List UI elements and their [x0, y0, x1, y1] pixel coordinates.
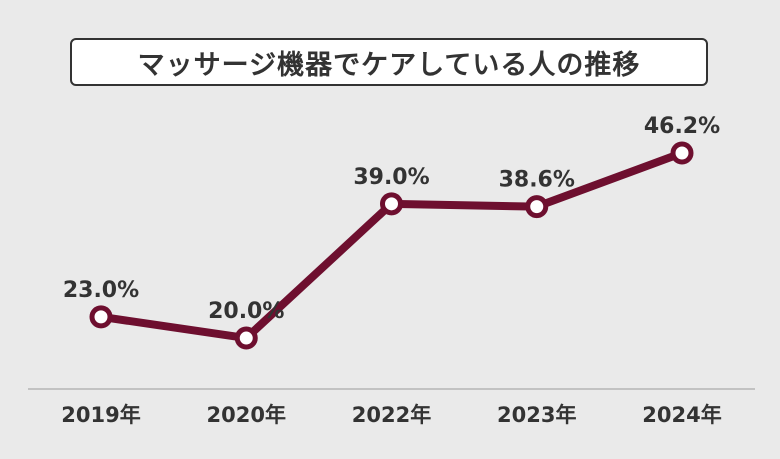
data-point-2	[234, 326, 258, 350]
chart-title: マッサージ機器でケアしている人の推移	[70, 38, 708, 86]
x-tick-label-1: 2019年	[61, 403, 140, 427]
data-point-4	[525, 195, 549, 219]
data-label-5: 46.2%	[644, 114, 720, 139]
data-point-1	[89, 305, 113, 329]
x-tick-labels: 2019年 2020年 2022年 2023年 2024年	[61, 403, 721, 427]
markers	[89, 141, 694, 350]
data-label-2: 20.0%	[208, 299, 284, 324]
x-tick-label-3: 2022年	[352, 403, 431, 427]
data-label-1: 23.0%	[63, 278, 139, 303]
data-label-3: 39.0%	[353, 165, 429, 190]
x-tick-label-4: 2023年	[497, 403, 576, 427]
data-labels: 23.0% 20.0% 39.0% 38.6% 46.2%	[63, 114, 720, 324]
data-point-3	[380, 192, 403, 216]
data-point-5	[670, 141, 694, 165]
data-label-4: 38.6%	[499, 168, 575, 193]
x-tick-label-2: 2020年	[207, 403, 286, 427]
x-tick-label-5: 2024年	[642, 403, 721, 427]
